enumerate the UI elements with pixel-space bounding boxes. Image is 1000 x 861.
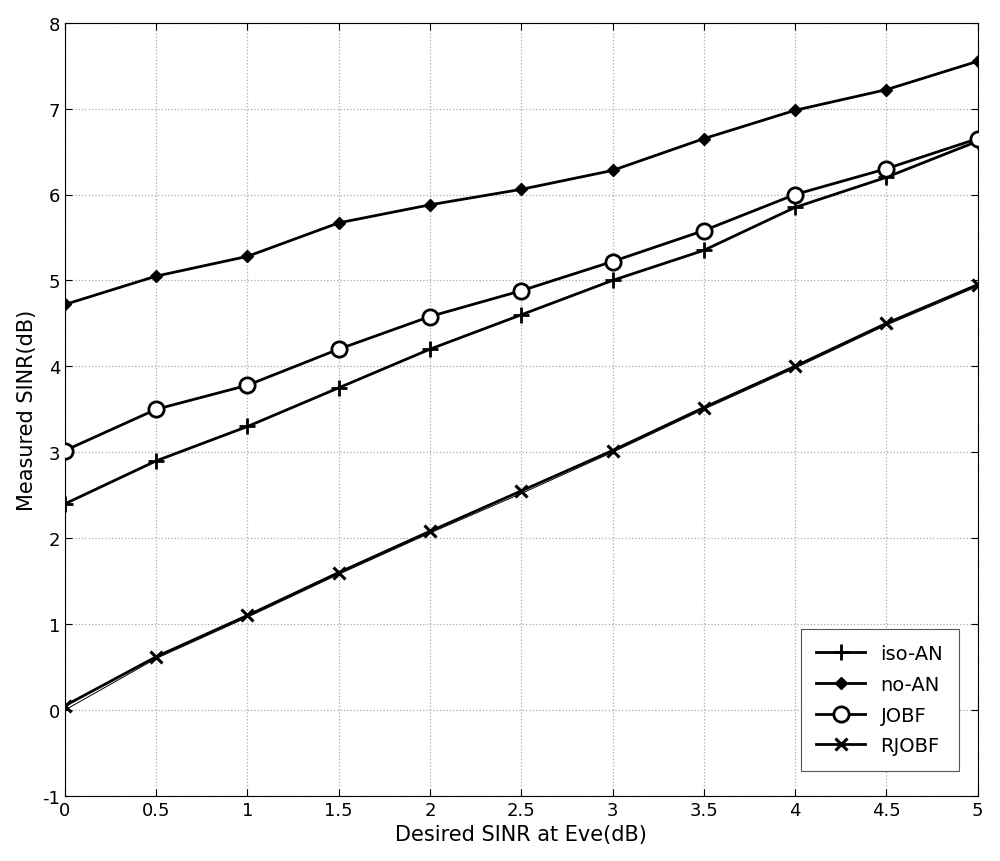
Legend: iso-AN, no-AN, JOBF, RJOBF: iso-AN, no-AN, JOBF, RJOBF (801, 629, 959, 771)
no-AN (789, 106, 801, 116)
RJOBF (59, 701, 71, 711)
JOBF (333, 344, 345, 355)
iso-AN (59, 499, 71, 510)
RJOBF (515, 486, 527, 497)
iso-AN (424, 344, 436, 355)
Line: no-AN: no-AN (61, 58, 982, 309)
JOBF (698, 226, 710, 237)
no-AN (59, 300, 71, 310)
JOBF (607, 257, 619, 268)
Y-axis label: Measured SINR(dB): Measured SINR(dB) (17, 309, 37, 511)
no-AN (972, 57, 984, 67)
no-AN (515, 185, 527, 195)
iso-AN (789, 203, 801, 214)
JOBF (789, 190, 801, 201)
iso-AN (698, 246, 710, 257)
no-AN (698, 134, 710, 145)
iso-AN (607, 276, 619, 286)
JOBF (241, 381, 253, 391)
no-AN (424, 201, 436, 211)
no-AN (880, 85, 892, 96)
RJOBF (150, 652, 162, 662)
no-AN (150, 271, 162, 282)
iso-AN (880, 173, 892, 183)
iso-AN (241, 422, 253, 432)
iso-AN (333, 383, 345, 393)
Line: JOBF: JOBF (57, 132, 985, 459)
no-AN (333, 219, 345, 229)
JOBF (880, 164, 892, 175)
iso-AN (972, 137, 984, 147)
iso-AN (150, 456, 162, 467)
RJOBF (424, 527, 436, 537)
RJOBF (698, 403, 710, 413)
JOBF (424, 312, 436, 322)
JOBF (515, 286, 527, 296)
X-axis label: Desired SINR at Eve(dB): Desired SINR at Eve(dB) (395, 824, 647, 845)
Line: iso-AN: iso-AN (57, 134, 985, 511)
RJOBF (972, 280, 984, 290)
RJOBF (241, 610, 253, 621)
no-AN (241, 252, 253, 263)
iso-AN (515, 310, 527, 320)
JOBF (150, 405, 162, 415)
no-AN (607, 166, 619, 177)
RJOBF (880, 319, 892, 329)
RJOBF (333, 567, 345, 578)
RJOBF (607, 446, 619, 456)
JOBF (59, 446, 71, 456)
Line: RJOBF: RJOBF (59, 279, 984, 712)
RJOBF (789, 362, 801, 372)
JOBF (972, 134, 984, 145)
